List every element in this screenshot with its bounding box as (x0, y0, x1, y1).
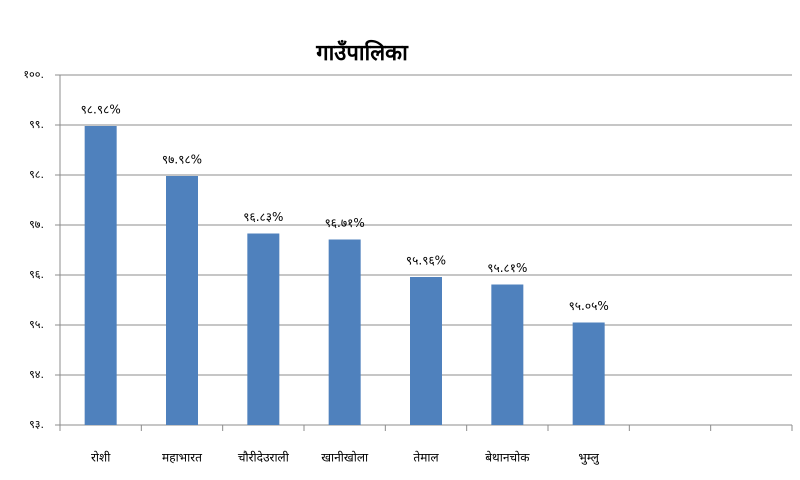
bar (328, 239, 361, 425)
data-label: ९७.९८% (162, 153, 202, 167)
bar (572, 322, 605, 425)
bar (166, 176, 198, 425)
x-tick-label: तेमाल (413, 451, 439, 465)
data-label: ९६.८३% (243, 210, 283, 224)
bar (491, 284, 524, 425)
x-tick-label: बेथानचोक (485, 451, 530, 465)
bar (410, 277, 442, 425)
bar (247, 233, 280, 425)
x-tick-label: महाभारत (162, 451, 203, 465)
data-label: ९५.८१% (487, 261, 527, 275)
x-tick-label: खानीखोला (321, 451, 369, 465)
data-label: ९५.०५% (569, 299, 609, 313)
x-tick-label: रोशी (91, 451, 111, 465)
y-tick-label: १००. (23, 68, 44, 81)
y-tick-label: ९९. (29, 118, 44, 131)
y-tick-label: ९३. (29, 418, 44, 431)
y-tick-label: ९८. (29, 168, 44, 181)
y-tick-label: ९५. (29, 318, 44, 331)
data-label: ९५.९६% (406, 254, 446, 268)
data-label: ९८.९८% (81, 103, 121, 117)
data-label: ९६.७१% (325, 216, 365, 230)
y-tick-label: ९७. (29, 218, 44, 231)
x-tick-label: भुम्लु (578, 451, 600, 466)
y-tick-label: ९६. (29, 268, 44, 281)
y-tick-label: ९४. (29, 368, 44, 381)
chart-title: गाउँपालिका (315, 39, 409, 66)
bar (84, 126, 117, 425)
x-tick-label: चौरीदेउराली (238, 451, 290, 465)
